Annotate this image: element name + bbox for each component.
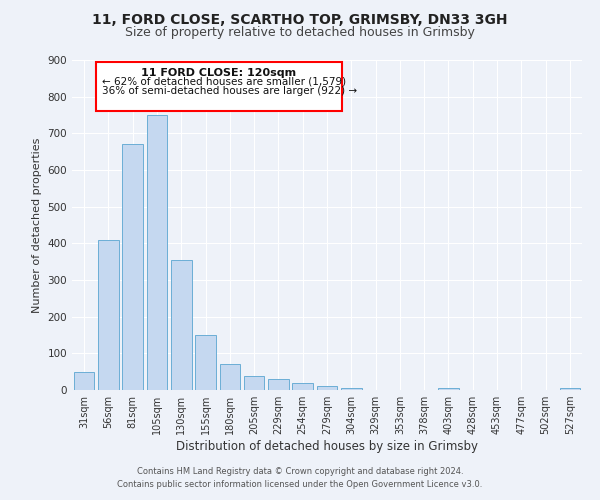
Bar [317,386,337,390]
Text: ← 62% of detached houses are smaller (1,579): ← 62% of detached houses are smaller (1,… [102,76,346,86]
Y-axis label: Number of detached properties: Number of detached properties [32,138,42,312]
Bar [146,115,167,390]
Bar [220,364,240,390]
FancyBboxPatch shape [96,62,341,110]
Bar [341,388,362,390]
Text: 11 FORD CLOSE: 120sqm: 11 FORD CLOSE: 120sqm [141,68,296,78]
Bar [244,376,265,390]
Text: 36% of semi-detached houses are larger (922) →: 36% of semi-detached houses are larger (… [102,86,357,96]
Bar [171,260,191,390]
Bar [292,384,313,390]
Bar [98,240,119,390]
X-axis label: Distribution of detached houses by size in Grimsby: Distribution of detached houses by size … [176,440,478,453]
Bar [74,372,94,390]
Bar [268,379,289,390]
Bar [438,388,459,390]
Text: 11, FORD CLOSE, SCARTHO TOP, GRIMSBY, DN33 3GH: 11, FORD CLOSE, SCARTHO TOP, GRIMSBY, DN… [92,12,508,26]
Bar [122,144,143,390]
Text: Size of property relative to detached houses in Grimsby: Size of property relative to detached ho… [125,26,475,39]
Text: Contains HM Land Registry data © Crown copyright and database right 2024.
Contai: Contains HM Land Registry data © Crown c… [118,467,482,489]
Bar [560,388,580,390]
Bar [195,335,216,390]
